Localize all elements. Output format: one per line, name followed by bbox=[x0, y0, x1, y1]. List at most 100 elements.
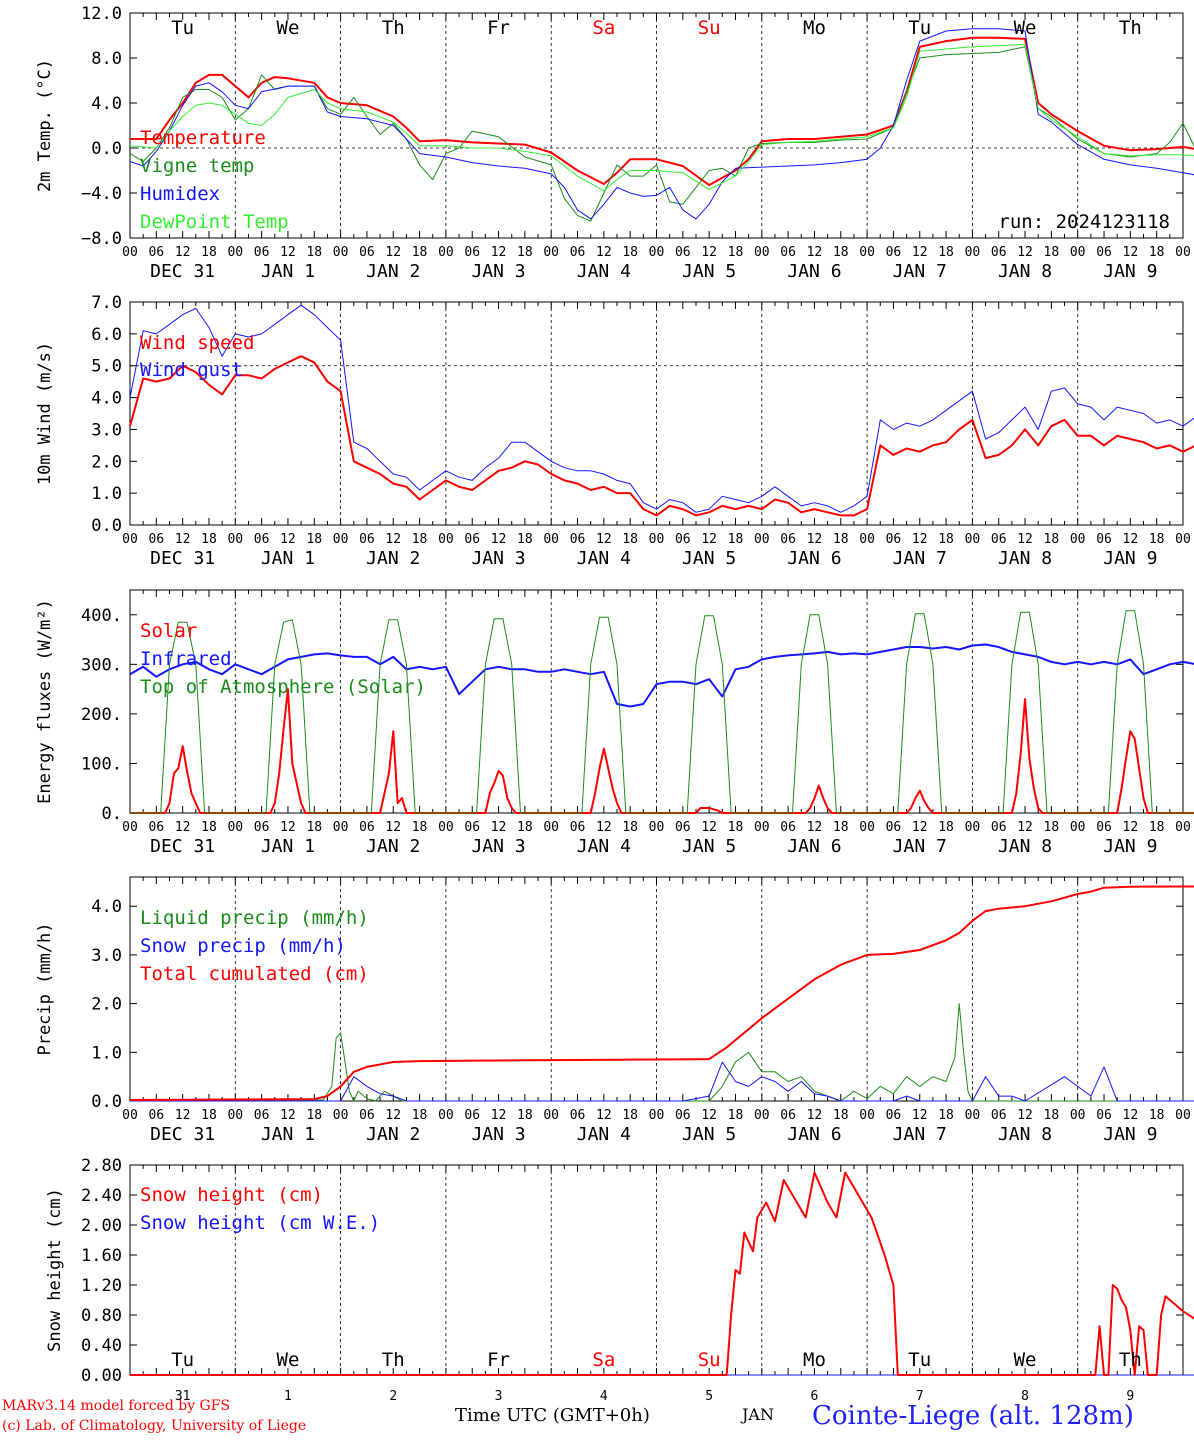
hour-tick-label: 00 bbox=[438, 532, 454, 547]
date-label: JAN 9 bbox=[1103, 548, 1157, 569]
y-axis-title: Energy fluxes (W/m²) bbox=[35, 599, 55, 804]
hour-tick-label: 06 bbox=[1096, 245, 1112, 260]
model-credit-line: MARv3.14 model forced by GFS bbox=[2, 1398, 231, 1414]
hour-tick-label: 18 bbox=[1044, 1108, 1060, 1123]
y-tick-label: 8.0 bbox=[91, 49, 122, 69]
date-label: JAN 7 bbox=[893, 836, 947, 857]
hour-tick-label: 12 bbox=[912, 532, 928, 547]
date-label: JAN 3 bbox=[471, 1124, 525, 1145]
hour-tick-label: 18 bbox=[938, 820, 954, 835]
panel-4: 0.0 1.0 2.0 3.0 4.0 Precip (mm/h) 00 06 12 18 00 06… bbox=[35, 876, 1194, 1145]
weekday-label: Su bbox=[698, 1349, 721, 1371]
y-tick-label: 1.60 bbox=[81, 1246, 122, 1266]
date-label: JAN 5 bbox=[682, 548, 736, 569]
hour-tick-label: 00 bbox=[227, 532, 243, 547]
date-label: JAN 8 bbox=[998, 836, 1052, 857]
hour-tick-label: 06 bbox=[254, 245, 270, 260]
hour-tick-label: 12 bbox=[385, 1108, 401, 1123]
hour-tick-label: 06 bbox=[359, 1108, 375, 1123]
hour-tick-label: 06 bbox=[1096, 532, 1112, 547]
hour-tick-label: 00 bbox=[754, 245, 770, 260]
hour-tick-label: 00 bbox=[859, 1108, 875, 1123]
series-line-liquid-precip-mm-h- bbox=[130, 1003, 1194, 1102]
hour-tick-label: 12 bbox=[701, 1108, 717, 1123]
hour-tick-label: 18 bbox=[306, 532, 322, 547]
date-label: DEC 31 bbox=[150, 1124, 215, 1145]
hour-tick-label: 18 bbox=[833, 245, 849, 260]
hour-tick-label: 12 bbox=[596, 245, 612, 260]
hour-tick-label: 00 bbox=[859, 245, 875, 260]
hour-tick-label: 06 bbox=[886, 532, 902, 547]
hour-tick-label: 00 bbox=[227, 245, 243, 260]
hour-tick-label: 00 bbox=[438, 820, 454, 835]
hour-tick-label: 12 bbox=[385, 245, 401, 260]
day-number-label: 1 bbox=[284, 1389, 292, 1404]
plot-frame bbox=[129, 301, 1184, 526]
station-label: Cointe-Liege (alt. 128m) bbox=[812, 1401, 1134, 1431]
weekday-label: Tu bbox=[908, 1349, 931, 1371]
hour-tick-label: 06 bbox=[148, 820, 164, 835]
weekday-label: Tu bbox=[171, 1349, 194, 1371]
hour-tick-label: 00 bbox=[543, 1108, 559, 1123]
hour-tick-label: 18 bbox=[938, 1108, 954, 1123]
series-line-snow-precip-mm-h- bbox=[130, 1061, 1194, 1102]
date-label: JAN 4 bbox=[577, 548, 631, 569]
date-label: JAN 2 bbox=[366, 548, 420, 569]
day-number-label: 6 bbox=[811, 1389, 819, 1404]
date-label: JAN 8 bbox=[998, 548, 1052, 569]
hour-tick-label: 06 bbox=[570, 1108, 586, 1123]
weekday-label: Sa bbox=[592, 1349, 615, 1371]
legend-top-of-atmosphere-solar-: Top of Atmosphere (Solar) bbox=[140, 676, 426, 698]
day-number-label: 7 bbox=[916, 1389, 924, 1404]
hour-tick-label: 12 bbox=[1017, 532, 1033, 547]
weekday-label: Fr bbox=[487, 17, 510, 39]
date-label: JAN 9 bbox=[1103, 836, 1157, 857]
day-number-label: 5 bbox=[705, 1389, 713, 1404]
hour-tick-label: 06 bbox=[886, 245, 902, 260]
run-label: run: 2024123118 bbox=[998, 211, 1170, 233]
series-line-temperature bbox=[130, 36, 1194, 187]
hour-tick-label: 12 bbox=[491, 820, 507, 835]
date-label: JAN 8 bbox=[998, 1124, 1052, 1145]
date-label: JAN 3 bbox=[471, 548, 525, 569]
hour-tick-label: 06 bbox=[570, 532, 586, 547]
y-tick-label: 2.00 bbox=[81, 1216, 122, 1236]
panel-3: 0. 100. 200. 300. 400. Energy fluxes (W/m²) 00… bbox=[35, 589, 1194, 857]
hour-tick-label: 00 bbox=[965, 820, 981, 835]
panel-5: 0.00 0.40 0.80 1.20 1.60 2.00 2.40 2.80 Snow hei… bbox=[45, 1156, 1194, 1386]
hour-tick-label: 00 bbox=[965, 245, 981, 260]
y-axis-title: 10m Wind (m/s) bbox=[35, 342, 55, 485]
y-tick-label: 1.0 bbox=[91, 484, 122, 504]
day-number-label: 8 bbox=[1021, 1389, 1029, 1404]
hour-tick-label: 06 bbox=[254, 1108, 270, 1123]
hour-tick-label: 18 bbox=[201, 820, 217, 835]
hour-tick-label: 00 bbox=[122, 1108, 138, 1123]
hour-tick-label: 12 bbox=[1017, 820, 1033, 835]
weekday-label: We bbox=[1014, 17, 1037, 39]
date-label: JAN 2 bbox=[366, 261, 420, 282]
hour-tick-label: 12 bbox=[491, 532, 507, 547]
date-label: JAN 9 bbox=[1103, 1124, 1157, 1145]
hour-tick-label: 12 bbox=[701, 532, 717, 547]
date-label: JAN 5 bbox=[682, 836, 736, 857]
hour-tick-label: 18 bbox=[517, 532, 533, 547]
legend-humidex: Humidex bbox=[140, 183, 220, 205]
hour-tick-label: 00 bbox=[859, 532, 875, 547]
hour-tick-label: 06 bbox=[359, 245, 375, 260]
hour-tick-label: 00 bbox=[1070, 820, 1086, 835]
date-label: JAN 7 bbox=[893, 1124, 947, 1145]
hour-tick-label: 00 bbox=[1070, 1108, 1086, 1123]
y-tick-label: 0.80 bbox=[81, 1306, 122, 1326]
hour-tick-label: 06 bbox=[886, 820, 902, 835]
hour-tick-label: 12 bbox=[1123, 245, 1139, 260]
hour-tick-label: 12 bbox=[491, 245, 507, 260]
hour-tick-label: 18 bbox=[412, 532, 428, 547]
hour-tick-label: 12 bbox=[1123, 1108, 1139, 1123]
hour-tick-label: 12 bbox=[385, 820, 401, 835]
hour-tick-label: 18 bbox=[833, 820, 849, 835]
series-line-wind-gust bbox=[129, 304, 1194, 513]
series-line-solar bbox=[130, 688, 1194, 814]
hour-tick-label: 06 bbox=[780, 1108, 796, 1123]
hour-tick-label: 12 bbox=[385, 532, 401, 547]
weekday-label: Th bbox=[382, 17, 405, 39]
